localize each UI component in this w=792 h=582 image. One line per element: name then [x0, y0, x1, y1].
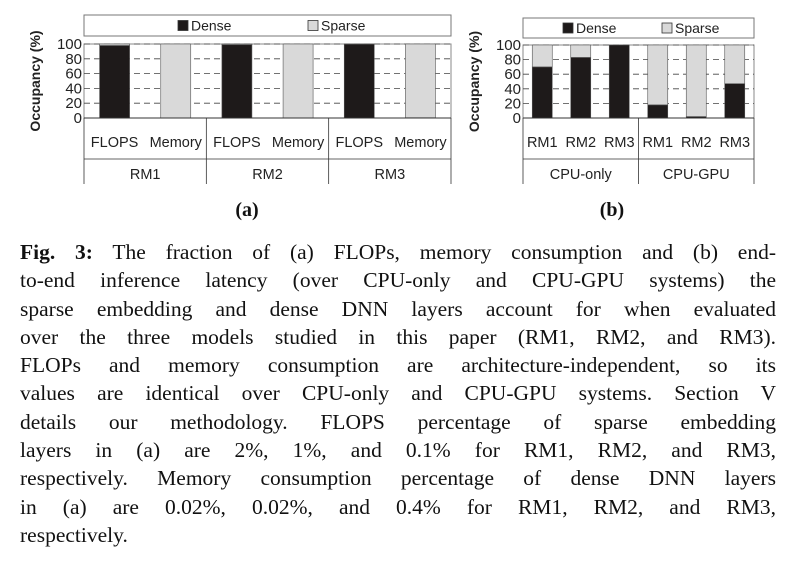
legend-label-sparse: Sparse: [675, 20, 720, 36]
caption-line: respectively. Memory consumption percent…: [20, 466, 776, 491]
bar-dense: [531, 66, 553, 119]
caption-line: The fraction of (a) FLOPs, memory consum…: [92, 240, 776, 264]
bar-sparse: [724, 44, 746, 84]
y-tick-label: 80: [65, 51, 82, 68]
bar-sparse: [531, 44, 553, 68]
y-tick-label: 100: [496, 37, 521, 54]
bar-sparse: [405, 43, 436, 119]
bar-dense: [221, 44, 253, 119]
plot-area: [83, 43, 452, 119]
x-tick-label: RM2: [681, 135, 712, 151]
group-label: RM1: [130, 167, 161, 183]
y-tick-label: 40: [504, 81, 521, 98]
y-tick-label: 60: [65, 66, 82, 83]
bar-sparse: [685, 44, 707, 117]
caption-line: sparse embedding and dense DNN layers ac…: [20, 296, 776, 321]
x-tick-label: FLOPS: [213, 135, 261, 151]
y-axis-label: Occupancy (%): [27, 30, 43, 131]
legend-box: [522, 17, 755, 39]
panel-label: (a): [235, 199, 258, 221]
bar-sparse: [282, 43, 314, 119]
caption-label: Fig. 3:: [20, 240, 93, 264]
bar-dense: [99, 45, 130, 119]
caption-line: to-end inference latency (over CPU-only …: [20, 268, 776, 293]
bar-dense: [343, 43, 375, 119]
group-label: CPU-only: [550, 167, 613, 183]
x-tick-label: Memory: [394, 135, 447, 151]
x-tick-label: RM3: [604, 135, 635, 151]
legend-swatch-dense: [177, 20, 189, 31]
caption-line: layers in (a) are 2%, 1%, and 0.1% for R…: [20, 438, 776, 463]
y-tick-label: 0: [513, 110, 521, 127]
caption-line: respectively.: [20, 522, 128, 547]
x-tick-label: RM2: [565, 135, 596, 151]
legend-swatch-sparse: [661, 22, 673, 34]
group-label: CPU-GPU: [663, 167, 730, 183]
y-tick-label: 100: [57, 36, 82, 53]
y-tick-label: 80: [504, 52, 521, 69]
group-label: RM2: [252, 167, 283, 183]
bar-sparse: [221, 43, 253, 46]
figure-caption: Fig. 3: The fraction of (a) FLOPs, memor…: [20, 238, 776, 549]
panel-label: (b): [600, 199, 624, 221]
bar-dense: [724, 83, 746, 119]
caption-line: values are identical over CPU-only and C…: [20, 381, 776, 406]
legend-label-dense: Dense: [576, 20, 617, 36]
legend-label-sparse: Sparse: [321, 18, 366, 34]
x-tick-label: RM1: [527, 135, 558, 151]
caption-line: in (a) are 0.02%, 0.02%, and 0.4% for RM…: [20, 494, 776, 519]
x-tick-label: RM1: [642, 135, 673, 151]
caption-line: details our methodology. FLOPS percentag…: [20, 409, 776, 434]
legend-label-dense: Dense: [191, 18, 232, 34]
bar-dense: [570, 57, 592, 119]
bar-dense: [647, 104, 669, 119]
y-tick-label: 20: [504, 95, 521, 112]
legend-swatch-sparse: [307, 20, 319, 31]
x-tick-label: FLOPS: [335, 135, 383, 151]
caption-line: over the three models studied in this pa…: [20, 324, 776, 349]
legend-box: [83, 14, 452, 37]
bar-sparse: [160, 43, 192, 119]
y-tick-label: 60: [504, 66, 521, 83]
plot-area: [522, 44, 755, 119]
y-tick-label: 0: [74, 110, 82, 127]
x-tick-label: FLOPS: [91, 135, 139, 151]
bar-sparse: [570, 44, 592, 58]
x-tick-label: Memory: [150, 135, 203, 151]
y-tick-label: 20: [65, 95, 82, 112]
legend-swatch-dense: [562, 22, 574, 34]
bar-sparse: [99, 43, 130, 46]
bar-sparse: [647, 44, 669, 106]
y-axis-label: Occupancy (%): [466, 31, 482, 132]
caption-line: FLOPs and memory consumption are archite…: [20, 353, 776, 378]
group-label: RM3: [375, 167, 406, 183]
x-tick-label: RM3: [719, 135, 750, 151]
x-tick-label: Memory: [272, 135, 325, 151]
bar-dense: [608, 44, 630, 119]
y-tick-label: 40: [65, 80, 82, 97]
